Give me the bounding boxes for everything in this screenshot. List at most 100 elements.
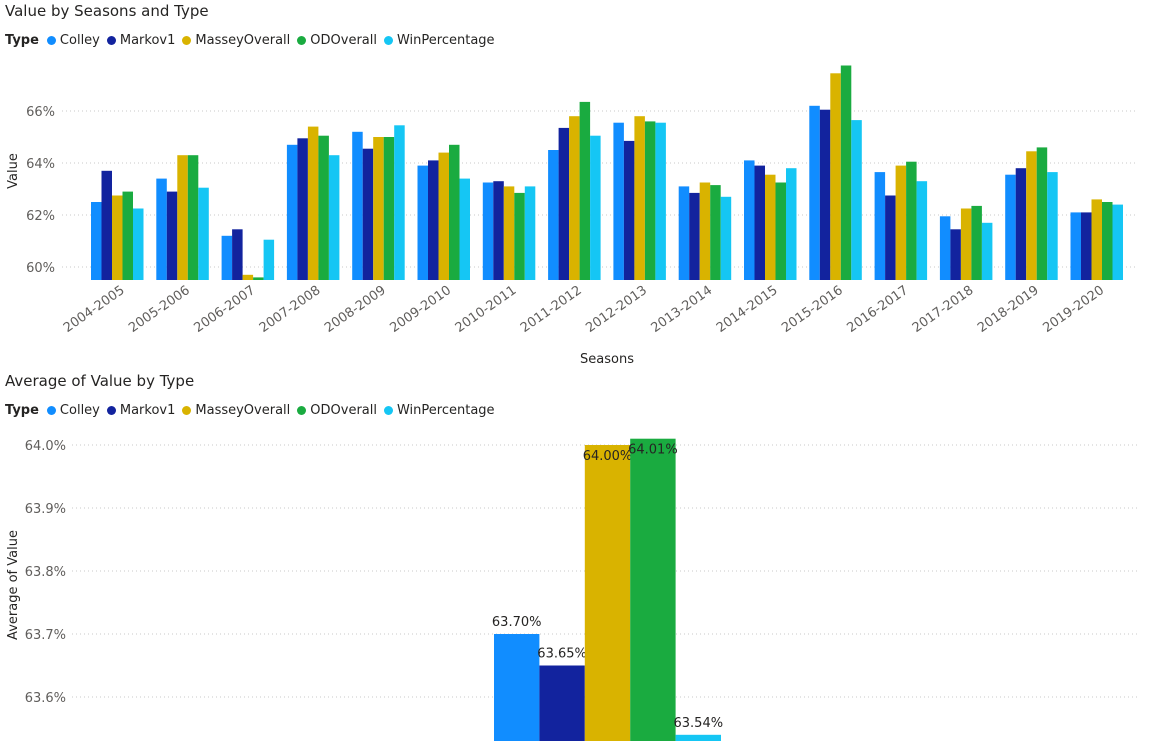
y-axis-title: Average of Value (6, 530, 21, 640)
y-tick-label: 60% (26, 261, 55, 276)
chart1-legend-item-masseyoverall[interactable]: MasseyOverall (182, 33, 290, 48)
bar-winpercentage-2014-2015 (786, 168, 797, 280)
x-tick-label: 2009-2010 (387, 283, 454, 336)
bar-odoverall-2016-2017 (906, 161, 917, 280)
bar-markov1-2014-2015 (754, 165, 765, 280)
legend-label: Markov1 (119, 403, 176, 418)
bar-masseyoverall-2006-2007 (242, 274, 254, 280)
bar-colley-2011-2012 (548, 150, 559, 280)
bar-winpercentage-2017-2018 (981, 222, 993, 280)
bar-odoverall-2006-2007 (253, 277, 264, 280)
bar-masseyoverall-2010-2011 (503, 186, 515, 280)
bar-masseyoverall-2011-2012 (569, 116, 580, 280)
bar-colley-2010-2011 (482, 182, 494, 280)
bar-winpercentage-2010-2011 (524, 186, 536, 280)
bar-masseyoverall-2007-2008 (307, 126, 319, 280)
bar-odoverall-2004-2005 (122, 191, 133, 280)
y-tick-label: 63.8% (25, 565, 66, 580)
chart1-plot: 60%62%64%66%2004-20052005-20062006-20072… (6, 65, 1138, 367)
chart1-title: Value by Seasons and Type (5, 2, 209, 20)
bar-masseyoverall-2018-2019 (1026, 151, 1037, 280)
bar-winpercentage (675, 734, 721, 741)
legend-dot-icon (182, 406, 192, 415)
x-tick-label: 2015-2016 (779, 283, 846, 336)
bar-odoverall-2010-2011 (514, 192, 525, 280)
bar-masseyoverall-2017-2018 (960, 208, 972, 280)
legend-label: ODOverall (310, 33, 377, 48)
bar-colley-2007-2008 (286, 144, 298, 280)
bar-winpercentage-2015-2016 (851, 120, 862, 280)
bar-odoverall-2013-2014 (710, 185, 721, 280)
legend-label: Colley (59, 403, 100, 418)
legend-dot-icon (106, 36, 116, 45)
x-tick-label: 2018-2019 (975, 283, 1042, 336)
bar-winpercentage-2019-2020 (1112, 204, 1123, 280)
bar-markov1-2010-2011 (493, 181, 504, 280)
data-label: 64.01% (628, 443, 678, 458)
y-tick-label: 63.6% (25, 691, 66, 706)
chart2-legend-item-winpercentage[interactable]: WinPercentage (383, 403, 495, 418)
legend-dot-icon (46, 406, 56, 415)
bar-markov1-2015-2016 (819, 109, 831, 280)
x-tick-label: 2016-2017 (844, 283, 911, 336)
legend-label: Markov1 (119, 33, 176, 48)
bar-masseyoverall-2014-2015 (765, 174, 776, 280)
bar-markov1-2018-2019 (1015, 168, 1027, 280)
bar-colley-2016-2017 (874, 172, 886, 280)
bar-colley-2012-2013 (613, 122, 624, 280)
x-tick-label: 2017-2018 (910, 283, 977, 336)
bar-colley-2019-2020 (1070, 212, 1081, 280)
x-tick-label: 2007-2008 (257, 283, 324, 336)
chart2-legend-item-odoverall[interactable]: ODOverall (297, 403, 377, 418)
bar-markov1-2004-2005 (101, 170, 112, 280)
chart1-legend-item-markov1[interactable]: Markov1 (106, 33, 176, 48)
chart2-legend-title: Type (5, 403, 39, 418)
chart2-legend-item-colley[interactable]: Colley (46, 403, 100, 418)
legend-label: Colley (59, 33, 100, 48)
x-tick-label: 2006-2007 (191, 283, 258, 336)
bar-winpercentage-2011-2012 (590, 135, 601, 280)
chart1-legend-item-colley[interactable]: Colley (46, 33, 100, 48)
x-tick-label: 2014-2015 (714, 283, 781, 336)
bar-winpercentage-2009-2010 (459, 178, 470, 280)
value-by-seasons-chart: Value by Seasons and Type Type Colley Mar… (0, 0, 1152, 370)
bar-odoverall-2014-2015 (775, 182, 786, 280)
x-tick-label: 2019-2020 (1040, 283, 1107, 336)
chart1-legend-item-winpercentage[interactable]: WinPercentage (383, 33, 495, 48)
bar-masseyoverall-2015-2016 (830, 73, 841, 280)
bar-winpercentage-2012-2013 (655, 122, 666, 280)
bar-odoverall (630, 438, 676, 741)
legend-dot-icon (106, 406, 116, 415)
y-tick-label: 64.0% (25, 439, 66, 454)
bar-odoverall-2011-2012 (579, 101, 591, 281)
bar-colley-2009-2010 (417, 165, 428, 280)
data-label: 63.70% (492, 615, 542, 630)
chart1-legend-item-odoverall[interactable]: ODOverall (297, 33, 377, 48)
bar-odoverall-2017-2018 (971, 205, 982, 280)
chart2-legend-item-markov1[interactable]: Markov1 (106, 403, 176, 418)
bar-odoverall-2015-2016 (840, 65, 852, 280)
bar-odoverall-2019-2020 (1102, 202, 1113, 280)
bar-odoverall-2008-2009 (383, 137, 395, 280)
bar-winpercentage-2005-2006 (198, 187, 209, 280)
bar-masseyoverall-2016-2017 (895, 165, 907, 280)
bar-odoverall-2012-2013 (644, 121, 656, 281)
bar-colley-2014-2015 (744, 160, 755, 280)
bar-colley-2008-2009 (352, 131, 363, 280)
x-tick-label: 2005-2006 (126, 283, 193, 336)
chart1-legend-title: Type (5, 33, 39, 48)
bar-masseyoverall-2019-2020 (1091, 199, 1102, 280)
bar-winpercentage-2004-2005 (133, 208, 144, 280)
bar-colley-2004-2005 (91, 202, 102, 280)
bar-markov1-2006-2007 (232, 229, 243, 280)
bar-markov1-2016-2017 (885, 195, 896, 280)
bar-markov1-2007-2008 (297, 138, 308, 280)
chart2-legend-item-masseyoverall[interactable]: MasseyOverall (182, 403, 290, 418)
bar-masseyoverall-2005-2006 (177, 155, 188, 280)
x-tick-label: 2013-2014 (649, 283, 716, 336)
bar-colley-2013-2014 (678, 186, 690, 280)
y-axis-title: Value (6, 153, 21, 189)
bar-winpercentage-2006-2007 (263, 239, 275, 280)
x-tick-label: 2010-2011 (453, 283, 520, 336)
bar-winpercentage-2013-2014 (720, 196, 732, 280)
